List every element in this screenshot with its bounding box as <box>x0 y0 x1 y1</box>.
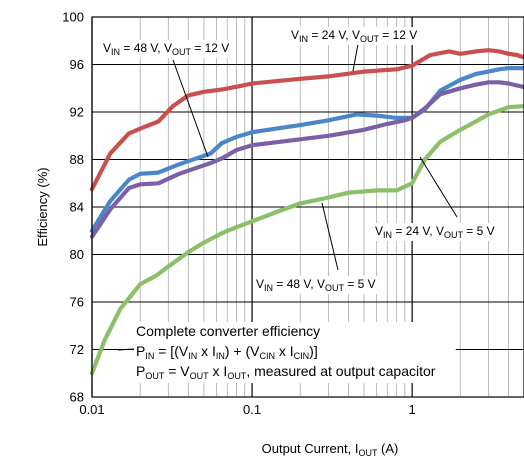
leader-line-vin48_vout5 <box>321 202 339 271</box>
x-axis-label-sub: OUT <box>358 448 378 457</box>
series-label-vin48_vout12: VIN = 48 V, VOUT = 12 V <box>103 41 229 57</box>
efficiency-note: Complete converter efficiency PIN = [(VI… <box>117 322 456 383</box>
leader-line-vin48_vout12 <box>172 59 209 158</box>
label-bg-vin48_vout12 <box>101 40 232 58</box>
series-label-vin48_vout5: VIN = 48 V, VOUT = 5 V <box>256 277 376 293</box>
tick-labels: 68 72 76 80 84 88 92 96 100 0.01 0.1 1 <box>62 10 415 418</box>
series-label-vin24_vout5: VIN = 24 V, VOUT = 5 V <box>375 224 495 240</box>
y-tick-label: 68 <box>70 390 84 405</box>
leader-line-vin24_vout5 <box>419 156 458 218</box>
leader-line-vin24_vout12 <box>352 43 359 72</box>
x-tick-label: 0.01 <box>79 402 104 417</box>
x-tick-label: 0.1 <box>243 402 261 417</box>
note-background <box>134 322 456 383</box>
y-tick-label: 100 <box>62 10 84 25</box>
y-tick-label: 72 <box>70 342 84 357</box>
x-tick-label: 1 <box>409 402 416 417</box>
note-line-3: POUT = VOUT x IOUT, measured at output c… <box>136 363 436 381</box>
y-tick-label: 76 <box>70 295 84 310</box>
y-tick-label: 80 <box>70 247 84 262</box>
series-line-vin48_vout5 <box>89 103 524 376</box>
series-label-vin24_vout12: VIN = 24 V, VOUT = 12 V <box>291 28 417 44</box>
x-axis-label-unit: (A) <box>377 441 398 456</box>
label-bg-vin24_vout12 <box>289 27 420 45</box>
series-lines <box>89 48 524 376</box>
x-axis-label-main: Output Current, I <box>262 441 359 456</box>
x-axis-label: Output Current, IOUT (A) <box>262 441 399 457</box>
note-line-1: Complete converter efficiency <box>136 323 320 339</box>
series-line-vin48_vout12 <box>89 65 524 233</box>
y-tick-label: 84 <box>70 200 84 215</box>
label-bg-vin24_vout5 <box>373 223 497 241</box>
y-tick-label: 88 <box>70 152 84 167</box>
y-axis-label: Efficiency (%) <box>35 167 50 246</box>
note-line-2: PIN = [(VIN x IIN) + (VCIN x ICIN)] <box>136 343 318 361</box>
series-line-vin24_vout12 <box>89 48 524 192</box>
series-line-vin24_vout5 <box>89 80 524 239</box>
y-tick-label: 96 <box>70 57 84 72</box>
label-bg-vin48_vout5 <box>254 276 378 294</box>
note-leader-line <box>117 348 135 351</box>
y-tick-label: 92 <box>70 105 84 120</box>
plot-frame <box>91 16 524 398</box>
series-annotations: VIN = 48 V, VOUT = 12 V VIN = 24 V, VOUT … <box>101 27 497 294</box>
